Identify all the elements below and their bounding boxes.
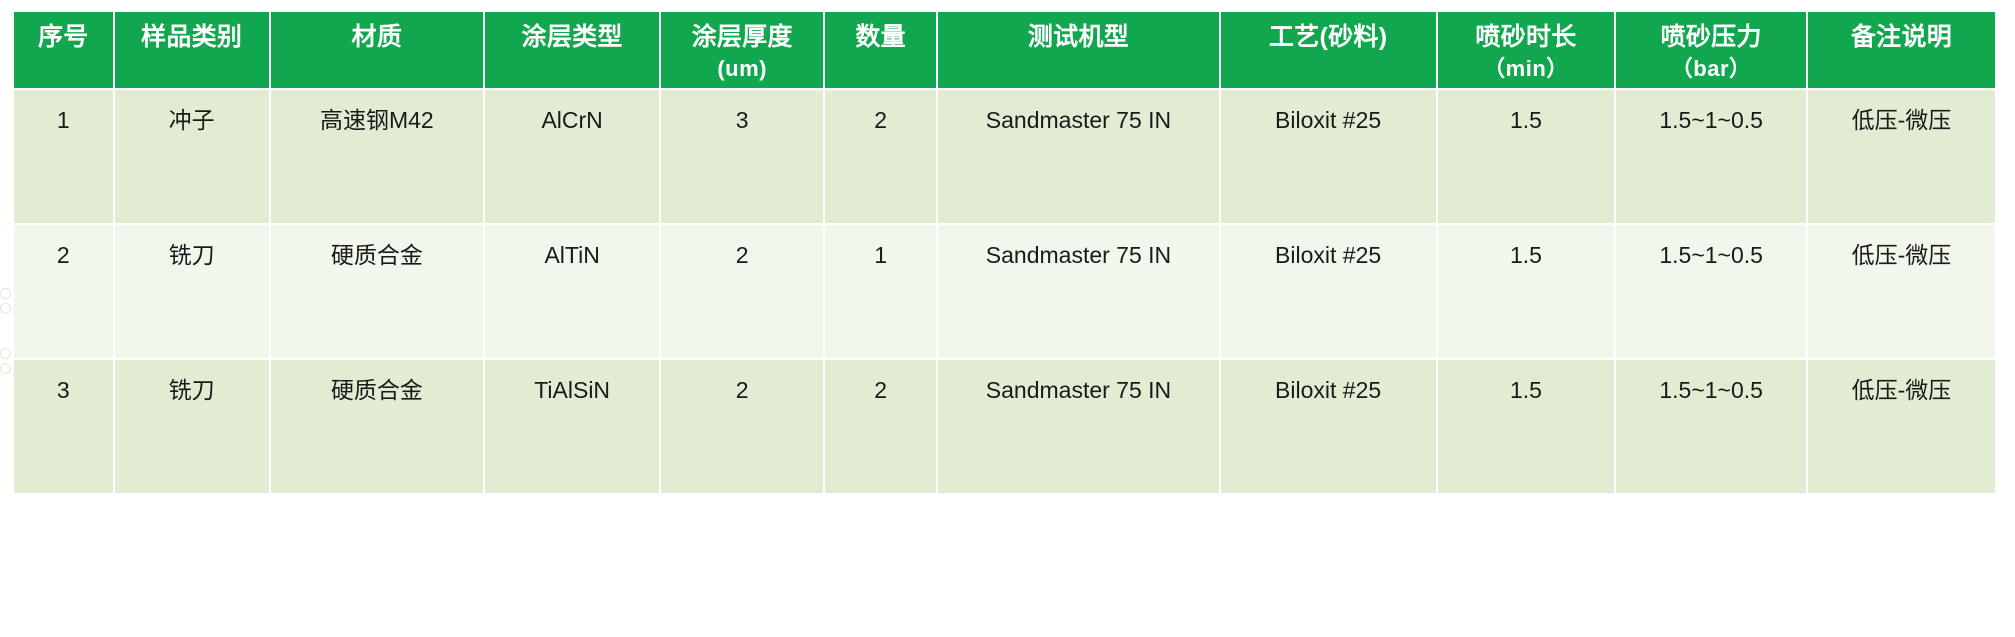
column-header-label: 涂层厚度	[691, 23, 793, 51]
cell-coating-thickness: 2	[661, 360, 824, 493]
cell-sample-type: 铣刀	[114, 225, 269, 358]
scan-artifact-mark	[0, 363, 11, 374]
column-header-label: 样品类别	[141, 23, 243, 51]
sample-parameter-table: 序号 样品类别 材质 涂层类型 涂层厚度 (um) 数量	[12, 10, 1997, 495]
cell-blast-time: 1.5	[1437, 225, 1615, 358]
column-header-label: 备注说明	[1850, 23, 1953, 51]
cell-coating-thickness: 2	[661, 225, 824, 358]
cell-remarks: 低压-微压	[1807, 90, 1995, 223]
sample-parameter-table-container: 序号 样品类别 材质 涂层类型 涂层厚度 (um) 数量	[12, 10, 1997, 495]
column-header-label: 喷砂压力	[1660, 23, 1762, 51]
cell-sample-type: 冲子	[114, 90, 269, 223]
cell-blast-pressure: 1.5~1~0.5	[1616, 90, 1806, 223]
cell-sample-type: 铣刀	[114, 360, 269, 493]
cell-seq: 2	[14, 225, 113, 358]
column-header-test-machine: 测试机型	[938, 12, 1219, 88]
column-header-quantity: 数量	[825, 12, 937, 88]
cell-blast-time: 1.5	[1437, 90, 1615, 223]
cell-blast-pressure: 1.5~1~0.5	[1616, 360, 1806, 493]
column-header-seq: 序号	[14, 12, 113, 88]
column-header-coating-type: 涂层类型	[484, 12, 660, 88]
scan-artifact-mark	[0, 303, 11, 314]
column-header-sample-type: 样品类别	[114, 12, 269, 88]
cell-blast-pressure: 1.5~1~0.5	[1616, 225, 1806, 358]
cell-test-machine: Sandmaster 75 IN	[938, 90, 1219, 223]
table-body: 1 冲子 高速钢M42 AlCrN 3 2 Sandmaster 75 IN B…	[14, 90, 1995, 493]
table-row: 1 冲子 高速钢M42 AlCrN 3 2 Sandmaster 75 IN B…	[14, 90, 1995, 223]
cell-coating-type: AlCrN	[484, 90, 660, 223]
column-header-remarks: 备注说明	[1807, 12, 1995, 88]
column-header-label: 材质	[351, 23, 403, 51]
cell-test-machine: Sandmaster 75 IN	[938, 225, 1219, 358]
cell-material: 硬质合金	[270, 225, 483, 358]
scan-artifact-mark	[0, 288, 11, 299]
column-header-unit: (um)	[717, 56, 767, 81]
column-header-label: 工艺(砂料)	[1268, 23, 1388, 51]
table-header-row: 序号 样品类别 材质 涂层类型 涂层厚度 (um) 数量	[14, 12, 1995, 88]
cell-seq: 3	[14, 360, 113, 493]
column-header-process-sand: 工艺(砂料)	[1220, 12, 1436, 88]
cell-process-sand: Biloxit #25	[1220, 225, 1436, 358]
column-header-label: 测试机型	[1027, 23, 1130, 51]
table-header: 序号 样品类别 材质 涂层类型 涂层厚度 (um) 数量	[14, 12, 1995, 88]
cell-quantity: 2	[825, 360, 937, 493]
cell-process-sand: Biloxit #25	[1220, 90, 1436, 223]
cell-process-sand: Biloxit #25	[1220, 360, 1436, 493]
table-row: 2 铣刀 硬质合金 AlTiN 2 1 Sandmaster 75 IN Bil…	[14, 225, 1995, 358]
column-header-unit: （min）	[1483, 56, 1569, 81]
cell-material: 硬质合金	[270, 360, 483, 493]
column-header-label: 涂层类型	[521, 23, 623, 51]
cell-quantity: 1	[825, 225, 937, 358]
column-header-label: 喷砂时长	[1475, 23, 1577, 51]
column-header-blast-pressure: 喷砂压力 （bar）	[1616, 12, 1806, 88]
cell-seq: 1	[14, 90, 113, 223]
cell-coating-type: AlTiN	[484, 225, 660, 358]
cell-quantity: 2	[825, 90, 937, 223]
column-header-label: 序号	[37, 23, 89, 51]
table-row: 3 铣刀 硬质合金 TiAlSiN 2 2 Sandmaster 75 IN B…	[14, 360, 1995, 493]
cell-coating-type: TiAlSiN	[484, 360, 660, 493]
cell-test-machine: Sandmaster 75 IN	[938, 360, 1219, 493]
cell-remarks: 低压-微压	[1807, 360, 1995, 493]
column-header-unit: （bar）	[1670, 56, 1752, 81]
column-header-blast-time: 喷砂时长 （min）	[1437, 12, 1615, 88]
cell-remarks: 低压-微压	[1807, 225, 1995, 358]
column-header-label: 数量	[855, 23, 906, 51]
cell-blast-time: 1.5	[1437, 360, 1615, 493]
cell-coating-thickness: 3	[661, 90, 824, 223]
column-header-coating-thickness: 涂层厚度 (um)	[661, 12, 824, 88]
scan-artifact-mark	[0, 348, 11, 359]
cell-material: 高速钢M42	[270, 90, 483, 223]
column-header-material: 材质	[270, 12, 483, 88]
